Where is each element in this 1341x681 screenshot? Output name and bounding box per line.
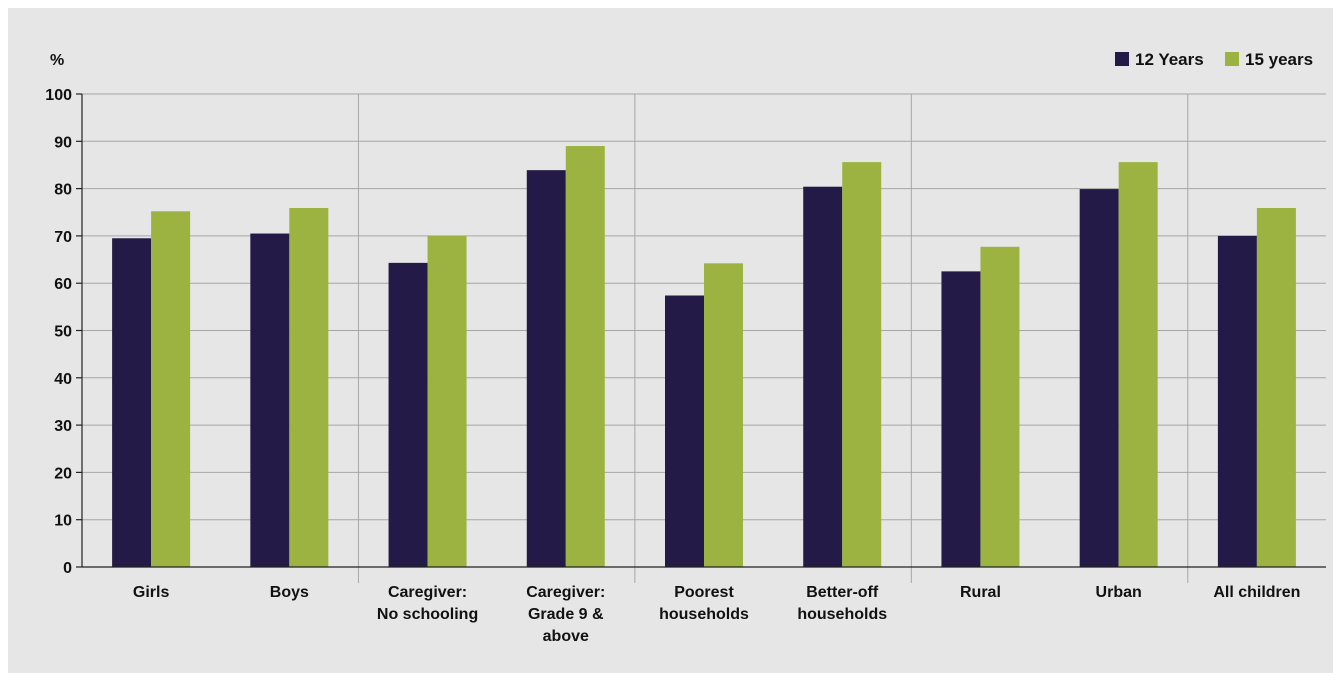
bar-15-years-7 xyxy=(1118,162,1158,567)
category-label-1-line-0: Boys xyxy=(270,584,309,601)
bar-15-years-0 xyxy=(151,211,191,567)
y-tick-labels: 0 10 20 30 40 50 60 70 80 90 100 xyxy=(45,87,72,577)
legend: 12 Years 15 years xyxy=(1115,50,1313,69)
y-tick-label-10: 10 xyxy=(54,513,72,530)
bar-12-years-3 xyxy=(526,170,566,567)
bar-15-years-6 xyxy=(980,246,1020,568)
bar-12-years-4 xyxy=(665,295,704,567)
bar-12-years-8 xyxy=(1217,235,1257,567)
bar-12-years-6 xyxy=(941,271,981,567)
bar-chart: 0 10 20 30 40 50 60 70 80 90 100 Girls Boys Caregive… xyxy=(45,50,1326,645)
category-label-0-line-0: Girls xyxy=(133,584,170,601)
y-axis-unit-label: % xyxy=(50,52,64,69)
category-label-7-line-0: Urban xyxy=(1096,584,1142,601)
category-label-5-line-0: Better-off xyxy=(806,584,879,601)
category-label-8-line-0: All children xyxy=(1213,584,1300,601)
y-tick-label-100: 100 xyxy=(45,87,72,104)
y-tick-label-20: 20 xyxy=(54,465,72,482)
y-tick-label-80: 80 xyxy=(54,182,72,199)
bar-15-years-3 xyxy=(565,146,605,567)
y-tick-label-70: 70 xyxy=(54,229,72,246)
bar-12-years-0 xyxy=(112,238,152,567)
bar-15-years-5 xyxy=(842,162,882,567)
bar-12-years-5 xyxy=(803,186,843,567)
bar-12-years-1 xyxy=(250,233,290,567)
bars xyxy=(112,146,1296,568)
y-tick-label-30: 30 xyxy=(54,418,72,435)
legend-swatch-12-years xyxy=(1115,52,1129,66)
category-label-3-line-0: Caregiver: xyxy=(526,584,605,601)
y-tick-label-50: 50 xyxy=(54,324,72,341)
group-separators xyxy=(357,94,1189,583)
bar-12-years-2 xyxy=(388,262,428,567)
category-label-3-line-2: above xyxy=(543,628,589,645)
category-label-2-line-1: No schooling xyxy=(377,606,478,623)
bar-12-years-7 xyxy=(1079,189,1119,567)
category-label-6-line-0: Rural xyxy=(960,584,1001,601)
y-tick-label-0: 0 xyxy=(63,560,72,577)
legend-label-12-years: 12 Years xyxy=(1135,50,1204,69)
axes xyxy=(81,94,1326,568)
category-label-4-line-1: households xyxy=(659,606,749,623)
category-label-5-line-1: households xyxy=(797,606,887,623)
bar-15-years-1 xyxy=(289,207,329,568)
bar-15-years-4 xyxy=(704,263,743,567)
category-label-3-line-1: Grade 9 & xyxy=(528,606,604,623)
bar-15-years-2 xyxy=(427,235,467,567)
y-tick-label-90: 90 xyxy=(54,134,72,151)
chart-panel: 0 10 20 30 40 50 60 70 80 90 100 Girls Boys Caregive… xyxy=(8,8,1333,673)
legend-swatch-15-years xyxy=(1225,52,1239,66)
legend-label-15-years: 15 years xyxy=(1245,50,1313,69)
category-labels: Girls Boys Caregiver: No schooling Caregiver… xyxy=(133,584,1301,645)
category-label-2-line-0: Caregiver: xyxy=(388,584,467,601)
bar-15-years-8 xyxy=(1256,207,1296,568)
y-tick-label-60: 60 xyxy=(54,276,72,293)
y-tick-label-40: 40 xyxy=(54,371,72,388)
category-label-4-line-0: Poorest xyxy=(674,584,734,601)
